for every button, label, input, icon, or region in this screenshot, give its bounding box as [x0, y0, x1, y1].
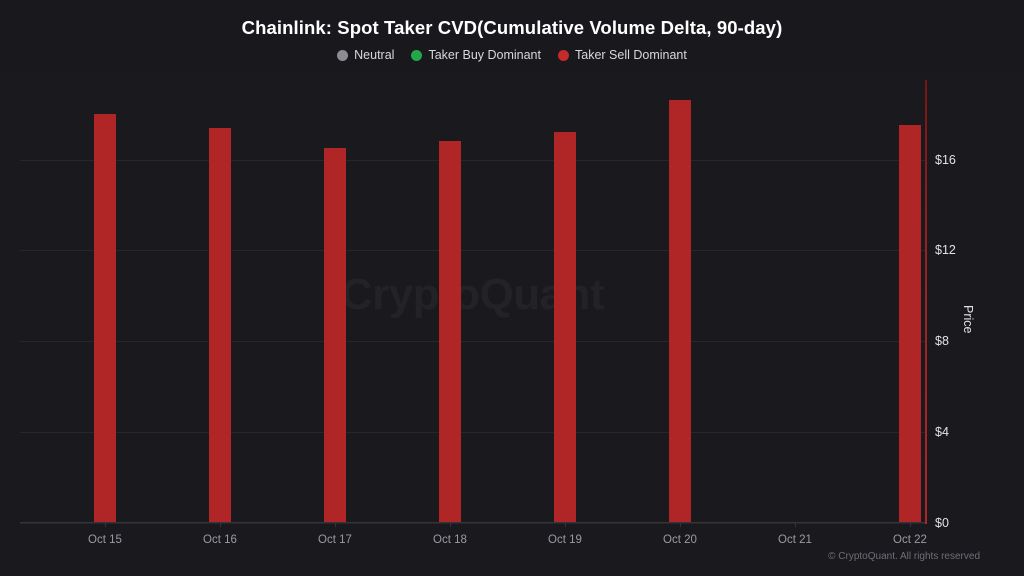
legend-item-neutral[interactable]: Neutral	[337, 48, 394, 62]
x-tick-mark	[795, 523, 796, 527]
x-tick-label: Oct 21	[778, 534, 812, 546]
x-tick-label: Oct 16	[203, 534, 237, 546]
x-tick-label: Oct 17	[318, 534, 352, 546]
y-tick-label: $0	[935, 516, 949, 530]
bar[interactable]	[324, 148, 346, 523]
y-tick-label: $12	[935, 243, 956, 258]
gridline	[20, 250, 925, 252]
y-axis-line	[925, 80, 927, 524]
bar[interactable]	[554, 132, 576, 523]
legend-dot-neutral-icon	[337, 49, 349, 61]
copyright-notice: © CryptoQuant. All rights reserved	[828, 551, 980, 562]
legend-dot-taker-buy-dominant-icon	[411, 49, 423, 61]
x-tick-mark	[450, 523, 451, 527]
legend-label-taker-sell-dominant: Taker Sell Dominant	[575, 48, 687, 62]
chart-legend: Neutral Taker Buy Dominant Taker Sell Do…	[0, 48, 1024, 62]
x-tick-label: Oct 15	[88, 534, 122, 546]
watermark: CryptoQuant	[340, 270, 605, 319]
y-tick-label: $4	[935, 425, 949, 440]
gridline	[20, 159, 925, 161]
bar[interactable]	[439, 141, 461, 523]
x-tick-mark	[680, 523, 681, 527]
y-tick-label: $8	[935, 334, 949, 349]
gridline	[20, 341, 925, 343]
legend-label-neutral: Neutral	[354, 48, 395, 62]
x-tick-label: Oct 18	[433, 534, 467, 546]
bar[interactable]	[899, 125, 921, 523]
legend-item-taker-buy-dominant[interactable]: Taker Buy Dominant	[411, 48, 541, 62]
gridline	[20, 523, 925, 524]
plot-area: CryptoQuant	[20, 80, 925, 527]
gridline	[20, 432, 925, 434]
bar[interactable]	[209, 127, 231, 523]
bar[interactable]	[94, 114, 116, 523]
x-tick-label: Oct 19	[548, 534, 582, 546]
page-title: Chainlink: Spot Taker CVD(Cumulative Vol…	[241, 17, 783, 38]
x-axis-baseline	[20, 522, 925, 523]
y-tick-label: $16	[935, 152, 956, 167]
x-tick-mark	[335, 523, 336, 527]
x-tick-mark	[910, 523, 911, 527]
x-tick-mark	[565, 523, 566, 527]
y-axis-title: Price	[961, 305, 975, 334]
header-band	[0, 0, 1024, 72]
legend-dot-taker-sell-dominant-icon	[558, 49, 569, 61]
x-tick-label: Oct 22	[893, 534, 927, 546]
x-tick-mark	[105, 523, 106, 527]
legend-item-taker-sell-dominant[interactable]: Taker Sell Dominant	[558, 48, 687, 62]
x-tick-label: Oct 20	[663, 534, 697, 546]
legend-label-taker-buy-dominant: Taker Buy Dominant	[428, 48, 541, 62]
x-tick-mark	[220, 523, 221, 527]
bar[interactable]	[669, 100, 691, 523]
